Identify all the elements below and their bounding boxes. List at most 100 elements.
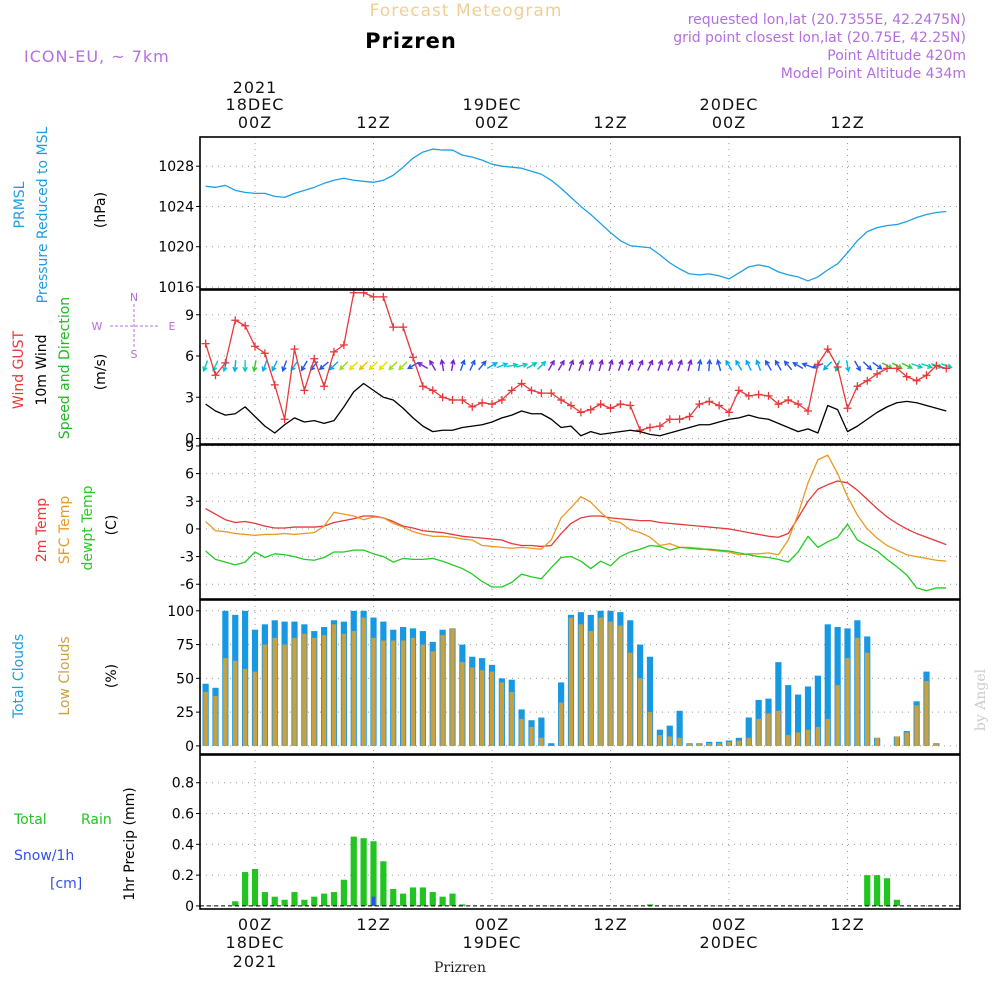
wind-arrow <box>202 360 209 373</box>
wind-arrow-head <box>348 364 355 371</box>
wind-arrow-head <box>481 360 487 366</box>
precip-side-labels: Total Rain Snow/1h [cm] 1hr Precip (mm) <box>13 787 138 900</box>
gust-marker <box>488 400 496 409</box>
wind-arrow <box>318 361 329 371</box>
gust-marker <box>902 372 911 381</box>
precip-total-bar <box>883 878 891 906</box>
low-cloudsbar <box>272 637 277 746</box>
wind-arrow <box>429 359 437 371</box>
wind-arrow-shaft <box>450 360 455 372</box>
low-cloudsbar <box>776 710 781 746</box>
gust-marker <box>310 354 319 363</box>
low-cloudsbar <box>697 743 702 746</box>
wind-arrow-head <box>755 359 761 366</box>
gust-marker <box>892 364 901 373</box>
precip-total-bar <box>893 899 900 906</box>
precip-total-bar <box>321 893 328 906</box>
clouds-marks <box>202 610 940 746</box>
pressure-ytick-label: 1020 <box>158 240 194 256</box>
gust-marker <box>853 382 862 391</box>
low-cloudsbar <box>519 718 524 746</box>
wind-arrow <box>242 360 248 373</box>
precipitation-ytick-label: 0.2 <box>172 868 194 884</box>
gust-marker <box>646 423 654 432</box>
wind-arrow <box>617 359 624 372</box>
total-cloudsbar <box>646 656 654 746</box>
clouds-panel: 0 25 50 75 100 <box>167 599 961 755</box>
wind-arrow <box>469 359 476 371</box>
bottom-date-label: 18DEC <box>226 933 285 952</box>
gust-marker <box>576 408 585 417</box>
low-cloudsbar <box>825 718 830 746</box>
bottom-hour-label: 00Z <box>238 915 272 934</box>
author-credit: by Angel <box>973 668 989 731</box>
low-cloudsbar <box>391 640 396 746</box>
wind-arrow-head <box>318 364 325 371</box>
wind-arrow-head <box>792 362 798 368</box>
wind-arrow-shaft <box>725 360 733 371</box>
precip-total-bar <box>380 861 387 906</box>
low-cloudsbar <box>262 644 268 746</box>
wind-arrow-head <box>917 363 924 369</box>
wind-arrow <box>637 359 644 371</box>
wind-arrow-head <box>774 359 780 366</box>
wind-arrow-shaft <box>862 361 872 371</box>
bottom-hour-label: 00Z <box>475 915 509 934</box>
low-cloudsbar <box>805 729 811 746</box>
low-cloudsbar <box>628 652 633 746</box>
wind-arrow <box>416 362 428 369</box>
wind-arrow-shaft <box>459 360 465 372</box>
wind-arrow-shaft <box>617 360 623 372</box>
low-cloudsbar <box>894 736 900 746</box>
wind-arrow-head <box>715 358 722 365</box>
wind-arrow-shaft <box>478 360 487 371</box>
wind-arrow <box>486 362 499 369</box>
gust-marker <box>932 361 941 370</box>
total-cloudsbar <box>745 717 752 746</box>
gust-marker <box>201 339 210 348</box>
wind-arrow-head <box>638 359 644 366</box>
precip-snow-bar <box>371 896 376 906</box>
low-cloudsbar <box>499 682 505 746</box>
wind-arrow-shaft <box>708 360 711 372</box>
top-hour-label: 00Z <box>238 113 272 132</box>
total-cloudsbar <box>785 685 792 746</box>
wind-arrow-head <box>735 359 741 366</box>
bottom-date-label: 20DEC <box>700 933 759 952</box>
precip-total-bar <box>251 868 259 906</box>
gust-marker <box>231 316 240 325</box>
low-cloudsbar <box>795 732 801 746</box>
gust-marker <box>734 386 743 395</box>
gust-marker <box>300 386 309 395</box>
precip-total-bar <box>311 896 318 906</box>
wind-arrow-shaft <box>697 360 702 372</box>
low-cloudsbar <box>213 695 218 746</box>
wind-arrow <box>667 359 673 372</box>
meteogram-title: Forecast Meteogram <box>370 1 563 21</box>
low-cloudsbar <box>647 712 653 746</box>
pressure-line <box>205 148 947 282</box>
wind-arrow-head <box>439 358 446 365</box>
bottom-date-label: 19DEC <box>463 933 522 952</box>
low-cloudsbar <box>598 617 603 746</box>
wind-arrow-shaft <box>802 363 814 369</box>
wind-arrow-shaft <box>568 360 574 372</box>
low-cloudsbar <box>568 617 574 746</box>
wind-arrow <box>745 359 752 371</box>
gust-marker <box>695 400 704 409</box>
gust-marker <box>448 396 457 404</box>
wind-arrow-shaft <box>429 360 437 371</box>
pressure-frame <box>199 136 961 290</box>
precip-total-bar <box>350 836 357 906</box>
wind-arrow-head <box>329 364 335 371</box>
compass-w: W <box>92 320 103 333</box>
wind-arrow-shaft <box>872 361 883 370</box>
low-cloudsbar <box>331 624 337 746</box>
total-clouds-label: Total Clouds <box>11 634 27 719</box>
wind-arrow <box>783 360 793 371</box>
temperature-ytick-label: -3 <box>180 550 194 566</box>
low-cloudsbar <box>746 737 751 746</box>
precip-total-bar <box>459 904 466 906</box>
wind-arrow-head <box>927 363 934 369</box>
